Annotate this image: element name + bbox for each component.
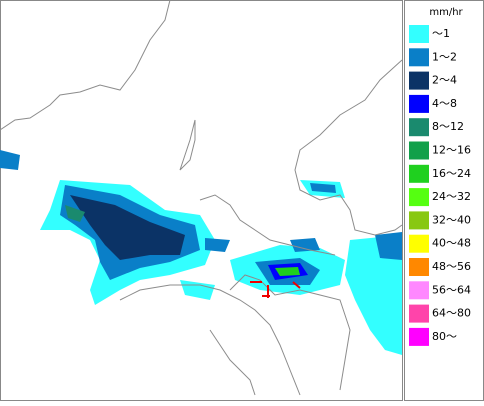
legend-swatch — [409, 48, 429, 67]
legend-swatch — [409, 94, 429, 113]
legend-label: 64～80 — [432, 307, 471, 320]
legend-label: 2～4 — [432, 74, 457, 87]
legend: mm/hr ～1 1～2 2～4 4～8 8～12 12～16 16～24 24～32 32～4… — [404, 0, 484, 401]
coastline — [229, 274, 351, 391]
rain-area — [310, 183, 336, 193]
coastline — [209, 329, 256, 396]
rain-area — [275, 267, 300, 276]
legend-swatch — [409, 327, 429, 346]
rain-area — [65, 205, 85, 222]
legend-swatch — [409, 258, 429, 276]
legend-label: 32～40 — [432, 213, 471, 226]
rain-area — [345, 235, 402, 355]
legend-label: 1～2 — [432, 50, 457, 63]
coastline — [294, 59, 403, 236]
legend-label: 48～56 — [432, 260, 471, 273]
coastline — [0, 0, 171, 131]
map — [0, 0, 403, 401]
coastline — [119, 284, 301, 396]
legend-label: 80～ — [432, 330, 457, 343]
legend-title: mm/hr — [429, 7, 463, 18]
legend-label: 12～16 — [432, 144, 471, 157]
coastlines — [0, 0, 403, 396]
legend-swatch — [409, 164, 429, 183]
marker — [250, 281, 301, 298]
legend-label: 16～24 — [432, 167, 471, 180]
rain-area — [205, 238, 230, 252]
legend-label: 40～48 — [432, 237, 471, 250]
legend-swatch — [409, 118, 429, 137]
rain-area — [0, 150, 20, 170]
legend-swatch — [409, 211, 429, 230]
legend-label: 56～64 — [432, 283, 471, 296]
legend-label: 8～12 — [432, 120, 464, 133]
legend-label: ～1 — [432, 27, 450, 40]
rain-area — [375, 232, 402, 260]
markers — [250, 281, 301, 298]
legend-swatch — [409, 304, 429, 323]
legend-label: 4～8 — [432, 97, 457, 110]
legend-swatch — [409, 71, 429, 90]
legend-swatch — [409, 188, 429, 207]
legend-swatch — [409, 141, 429, 160]
legend-label: 24～32 — [432, 190, 471, 203]
precipitation — [0, 150, 402, 355]
legend-swatch — [409, 234, 429, 253]
legend-swatch — [409, 281, 429, 300]
rain-area — [290, 238, 320, 252]
legend-swatch — [409, 25, 429, 43]
coastline — [199, 194, 336, 256]
rain-area — [70, 195, 185, 260]
coastline — [179, 119, 196, 171]
